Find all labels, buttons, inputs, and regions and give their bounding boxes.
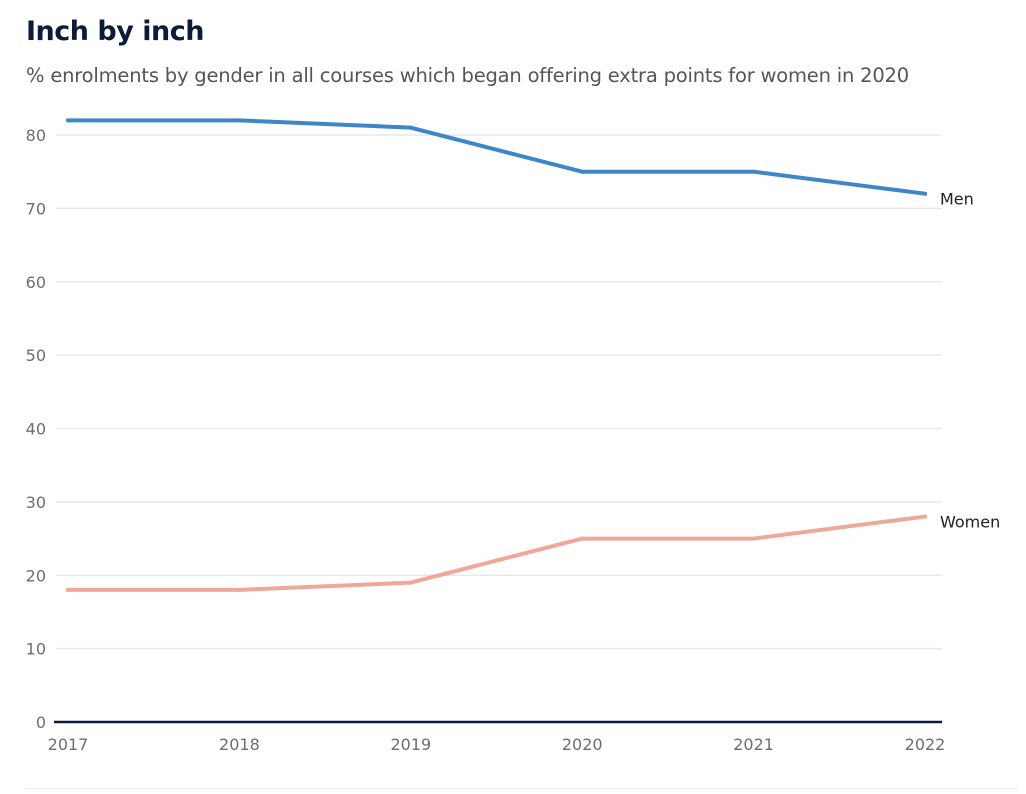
y-tick-label: 0	[36, 713, 46, 732]
data-point-men	[237, 118, 242, 123]
x-tick-label: 2018	[219, 735, 260, 754]
series-lines	[66, 118, 927, 592]
data-point-men	[923, 191, 927, 196]
series-labels: Men Women	[940, 190, 1000, 532]
chart-subtitle: % enrolments by gender in all courses wh…	[26, 64, 909, 87]
footer-divider	[26, 788, 1018, 789]
x-tick-label: 2017	[48, 735, 89, 754]
data-point-women	[66, 587, 70, 592]
x-tick-label: 2019	[390, 735, 431, 754]
data-point-men	[408, 125, 413, 130]
series-line-women	[66, 514, 927, 592]
data-point-women	[580, 536, 585, 541]
series-label-women: Women	[940, 513, 1000, 532]
series-label-men: Men	[940, 190, 974, 209]
x-axis-ticks: 2017 2018 2019 2020 2021 2022	[48, 735, 946, 754]
data-point-men	[66, 118, 70, 123]
x-tick-label: 2022	[905, 735, 946, 754]
y-tick-label: 60	[26, 273, 46, 292]
y-tick-label: 30	[26, 493, 46, 512]
x-tick-label: 2021	[733, 735, 774, 754]
data-point-men	[751, 169, 756, 174]
y-tick-label: 10	[26, 640, 46, 659]
gridlines	[56, 134, 942, 650]
x-tick-label: 2020	[562, 735, 603, 754]
data-point-women	[751, 536, 756, 541]
y-tick-label: 80	[26, 126, 46, 145]
y-tick-label: 50	[26, 346, 46, 365]
y-tick-label: 40	[26, 420, 46, 439]
data-point-women	[237, 587, 242, 592]
y-axis-ticks: 0 10 20 30 40 50 60 70 80	[26, 126, 46, 732]
y-tick-label: 20	[26, 566, 46, 585]
data-point-men	[580, 169, 585, 174]
data-point-women	[923, 514, 927, 519]
data-point-women	[408, 580, 413, 585]
chart-title: Inch by inch	[26, 16, 204, 47]
series-line-men	[66, 118, 927, 196]
y-tick-label: 70	[26, 199, 46, 218]
